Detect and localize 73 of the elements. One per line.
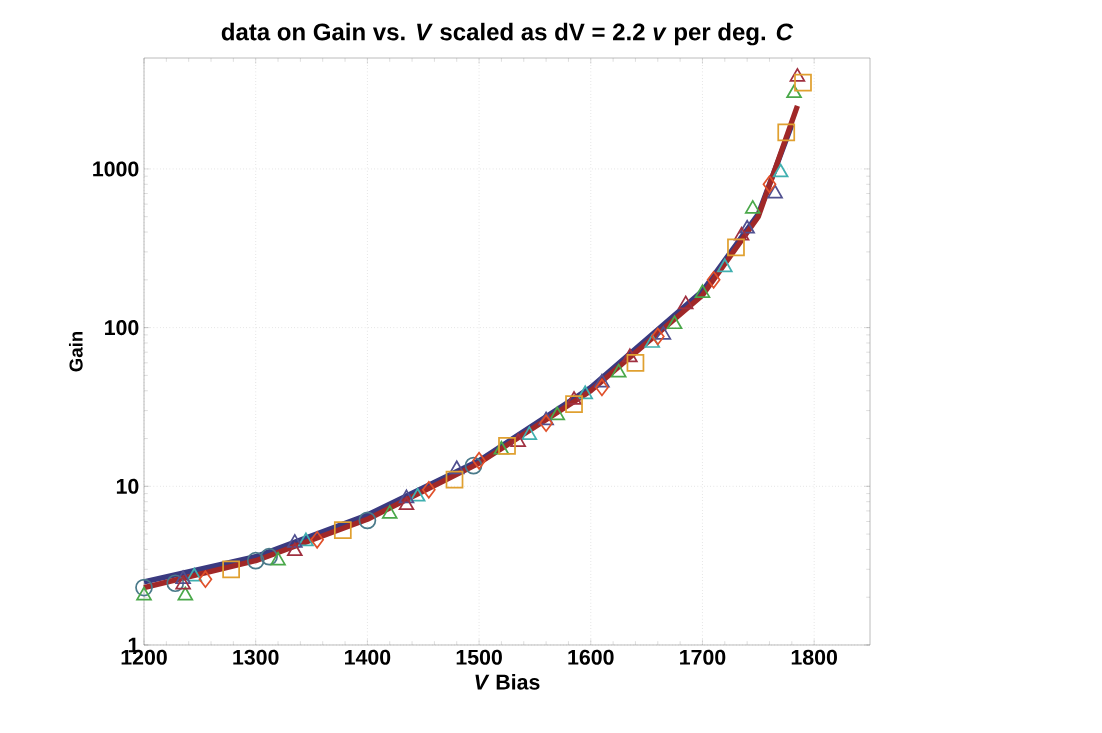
point xyxy=(622,348,638,363)
point xyxy=(448,460,465,475)
point xyxy=(310,530,324,549)
point xyxy=(777,123,796,142)
point xyxy=(260,547,278,566)
point xyxy=(717,258,733,273)
point xyxy=(626,353,645,372)
point xyxy=(510,433,526,447)
point xyxy=(539,414,553,433)
point xyxy=(577,385,593,400)
point xyxy=(186,567,203,582)
point xyxy=(644,334,661,348)
point xyxy=(666,315,683,330)
point xyxy=(706,270,721,289)
x-tick-label: 1800 xyxy=(791,649,837,665)
x-tick-label: 1700 xyxy=(680,649,726,665)
point xyxy=(727,238,745,257)
point xyxy=(762,175,777,194)
point xyxy=(744,200,761,214)
point xyxy=(270,551,286,566)
point xyxy=(286,534,303,548)
point xyxy=(565,395,583,413)
point xyxy=(445,470,464,489)
x-tick-label: 1400 xyxy=(345,649,391,665)
point xyxy=(498,436,516,455)
x-tick-label: 1300 xyxy=(233,649,279,665)
point xyxy=(794,73,812,92)
point xyxy=(198,570,213,589)
point xyxy=(610,363,627,378)
y-axis-title: Gain xyxy=(68,331,83,372)
point xyxy=(398,489,415,504)
point xyxy=(655,326,672,340)
point xyxy=(694,284,711,298)
point xyxy=(175,575,191,590)
y-tick-label: 1000 xyxy=(93,161,139,177)
point xyxy=(246,551,265,570)
point xyxy=(286,542,303,557)
x-tick-label: 1600 xyxy=(568,649,614,665)
x-axis-title: V Bias xyxy=(475,674,540,690)
point xyxy=(772,163,789,178)
x-tick-label: 1500 xyxy=(456,649,502,665)
point xyxy=(493,440,510,455)
point xyxy=(398,496,415,511)
point xyxy=(594,373,610,388)
point xyxy=(464,456,483,475)
point xyxy=(472,451,486,470)
y-tick-label: 100 xyxy=(105,320,139,336)
point xyxy=(166,574,185,593)
chart-title: data on Gain vs. V scaled as dV = 2.2 v per deg. C xyxy=(221,22,794,46)
point xyxy=(409,487,426,502)
point xyxy=(549,406,566,421)
point xyxy=(566,391,582,405)
point xyxy=(786,84,802,99)
point xyxy=(739,219,755,234)
point xyxy=(177,586,194,601)
point xyxy=(650,327,665,346)
point xyxy=(538,411,554,426)
point xyxy=(175,570,191,585)
point xyxy=(767,184,783,199)
point xyxy=(521,426,538,441)
point xyxy=(136,586,152,601)
point xyxy=(677,295,694,310)
point xyxy=(358,511,377,530)
point xyxy=(222,560,240,579)
point xyxy=(333,521,352,539)
point xyxy=(421,480,436,499)
y-tick-label: 10 xyxy=(116,478,139,494)
point xyxy=(298,532,314,547)
point xyxy=(381,505,398,519)
point xyxy=(135,578,153,597)
point xyxy=(733,226,750,241)
point xyxy=(595,378,609,397)
point xyxy=(789,68,806,82)
